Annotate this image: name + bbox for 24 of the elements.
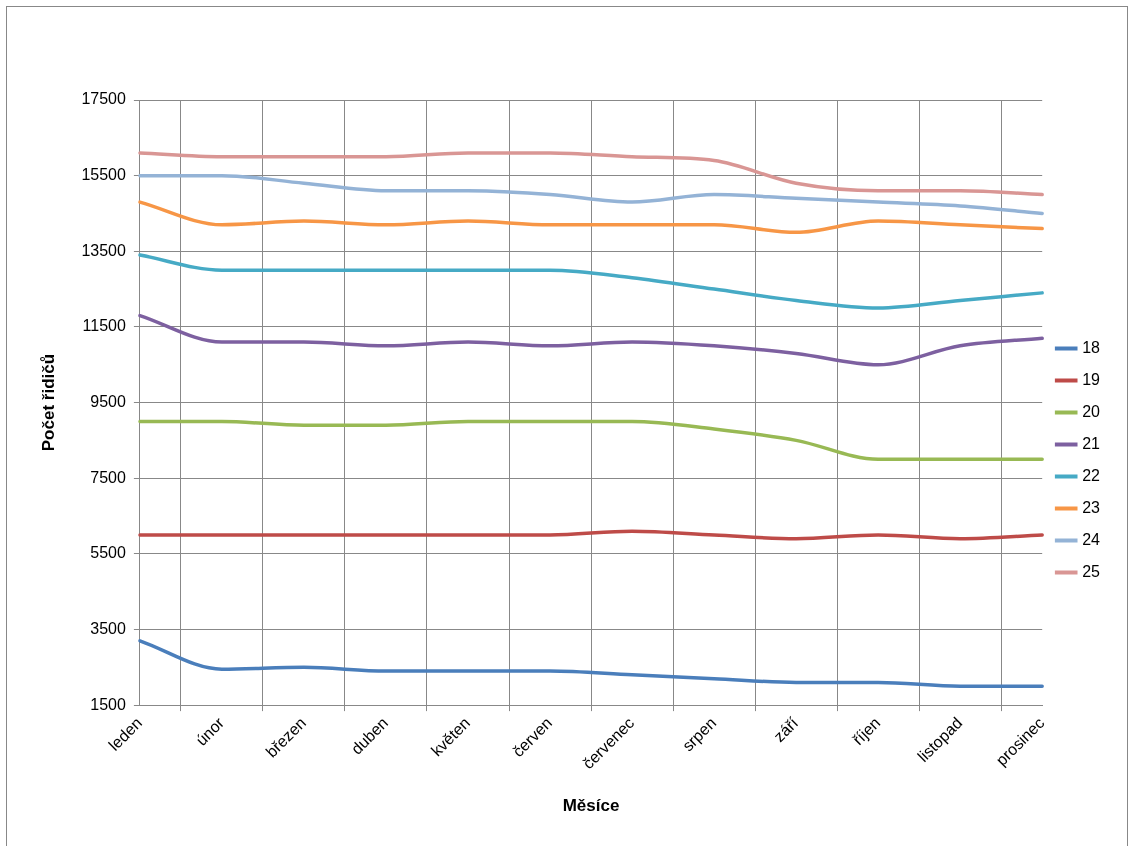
legend-label: 18 bbox=[1082, 338, 1101, 356]
legend-label: 21 bbox=[1082, 434, 1101, 452]
y-tick-label: 15500 bbox=[81, 166, 126, 184]
y-axis-title: Počet řidičů bbox=[38, 353, 58, 452]
y-tick-label: 5500 bbox=[90, 544, 126, 562]
y-tick-label: 13500 bbox=[81, 241, 126, 259]
x-tick-label: říjen bbox=[849, 714, 884, 749]
legend-label: 23 bbox=[1082, 498, 1101, 516]
y-tick-label: 11500 bbox=[82, 317, 126, 335]
y-tick-label: 1500 bbox=[90, 695, 126, 713]
line-series bbox=[138, 200, 1044, 235]
legend-label: 25 bbox=[1082, 562, 1101, 580]
y-tick-label: 7500 bbox=[90, 468, 126, 486]
x-axis-title: Měsíce bbox=[562, 796, 620, 816]
legend-label: 19 bbox=[1082, 370, 1101, 388]
legend-label: 24 bbox=[1082, 530, 1101, 548]
x-tick-label: září bbox=[770, 713, 802, 745]
y-tick-label: 17500 bbox=[81, 90, 126, 108]
y-tick-label: 3500 bbox=[90, 619, 126, 637]
legend-label: 20 bbox=[1082, 402, 1101, 420]
y-tick-label: 9500 bbox=[90, 392, 126, 410]
line-series bbox=[138, 639, 1044, 688]
legend-label: 22 bbox=[1082, 466, 1101, 484]
line-series bbox=[138, 419, 1044, 462]
